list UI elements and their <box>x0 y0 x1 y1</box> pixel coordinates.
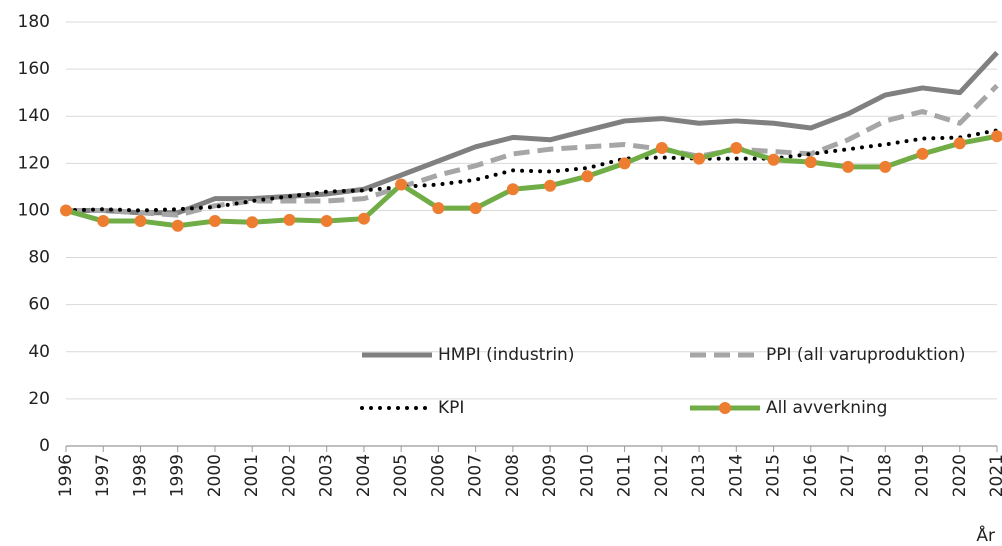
series-line <box>66 83 999 218</box>
point <box>357 212 370 225</box>
x-tick-label: 2014 <box>726 454 746 497</box>
point <box>171 219 184 232</box>
x-tick-label: 2012 <box>652 454 672 497</box>
point <box>655 142 668 155</box>
point <box>953 137 966 150</box>
y-tick-label: 80 <box>28 248 50 268</box>
point <box>879 160 892 173</box>
x-tick-label: 2011 <box>615 454 635 497</box>
y-tick-label: 40 <box>28 342 50 362</box>
y-tick-label: 180 <box>18 12 50 32</box>
y-tick-label: 140 <box>18 106 50 126</box>
point <box>283 213 296 226</box>
point <box>544 179 557 192</box>
point <box>395 178 408 191</box>
point <box>730 142 743 155</box>
point <box>804 156 817 169</box>
point <box>97 215 110 228</box>
x-tick-label: 2017 <box>838 454 858 497</box>
x-tick-label: 2007 <box>466 454 486 497</box>
x-tick-label: 2019 <box>913 454 933 497</box>
point <box>991 130 1002 143</box>
legend-marker <box>719 402 731 414</box>
x-tick-label: 2010 <box>577 454 597 497</box>
x-tick-label: 2018 <box>875 454 895 497</box>
x-axis-label: År <box>976 524 995 546</box>
point <box>506 183 519 196</box>
series-line <box>65 133 998 229</box>
x-tick-label: 1998 <box>130 454 150 497</box>
y-tick-label: 160 <box>18 59 50 79</box>
x-tick-label: 2000 <box>205 454 225 497</box>
legend-label: All avverkning <box>766 398 887 418</box>
x-tick-label: 2015 <box>764 454 784 497</box>
x-tick-label: 2003 <box>317 454 337 497</box>
legend-label: PPI (all varuproduktion) <box>766 345 965 365</box>
y-tick-label: 60 <box>28 295 50 315</box>
y-tick-label: 0 <box>39 436 50 456</box>
x-tick-label: 2016 <box>801 454 821 497</box>
x-tick-label: 2001 <box>242 454 262 497</box>
point <box>134 215 147 228</box>
x-tick-label: 2002 <box>279 454 299 497</box>
series-line <box>66 50 999 216</box>
point <box>469 202 482 215</box>
x-tick-label: 2020 <box>950 454 970 497</box>
point <box>208 215 221 228</box>
point <box>842 160 855 173</box>
point <box>767 153 780 166</box>
x-tick-label: 1999 <box>168 454 188 497</box>
x-tick-label: 2013 <box>689 454 709 497</box>
point <box>320 215 333 228</box>
y-tick-label: 120 <box>18 153 50 173</box>
x-tick-label: 2006 <box>428 454 448 497</box>
y-tick-label: 20 <box>28 389 50 409</box>
point <box>693 152 706 165</box>
legend-label: KPI <box>438 398 464 418</box>
point <box>581 170 594 183</box>
point <box>60 204 72 217</box>
x-tick-label: 1997 <box>93 454 113 497</box>
point <box>432 202 445 215</box>
y-tick-label: 100 <box>18 200 50 220</box>
point <box>916 147 929 160</box>
x-tick-label: 2021 <box>987 454 1002 497</box>
series-line <box>64 128 999 213</box>
legend-label: HMPI (industrin) <box>438 345 574 365</box>
x-tick-label: 1996 <box>56 454 76 497</box>
point <box>618 157 631 170</box>
x-tick-label: 2009 <box>540 454 560 497</box>
x-tick-label: 2005 <box>391 454 411 497</box>
x-tick-label: 2008 <box>503 454 523 497</box>
point <box>246 216 259 229</box>
x-tick-label: 2004 <box>354 454 374 497</box>
